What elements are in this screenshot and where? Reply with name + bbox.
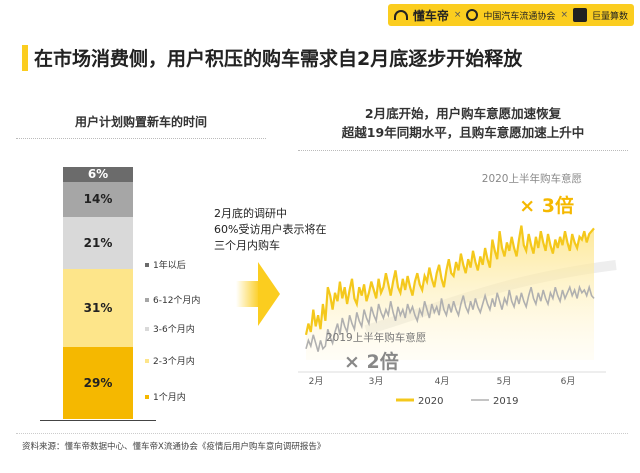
legend-label: 2020 [418,396,443,407]
legend-item: 2-3个月内 [145,354,195,367]
legend-label: 2019 [493,396,518,407]
dongchedi-logo-icon [393,10,408,20]
series-line-2019 [305,284,595,352]
series-line-2020 [304,225,595,336]
legend-label: 3-6个月内 [153,325,195,335]
x-tick-label: 6月 [561,376,576,387]
annotation-2019: 2019上半年购车意愿 [326,331,426,344]
arrow-body [236,281,260,307]
bar-baseline [40,420,156,421]
bar-segment: 29% [63,346,133,419]
x-tick-label: 4月 [435,376,450,387]
arrow-right-icon [258,262,280,326]
legend-item: 6-12个月内 [145,293,200,306]
legend-label: 6-12个月内 [153,296,201,306]
association-logo-icon [466,9,479,21]
stacked-bar: 29% 31% 21% 14% 6% [63,167,133,419]
divider [16,433,628,434]
legend-swatch [145,326,149,331]
footnote: 资料来源：懂车帝数据中心、懂车帝X流通协会《疫情后用户购车意向调研报告》 [22,442,326,452]
divider [16,138,266,139]
top-bar: 懂车帝 × 中国汽车流通协会 × 巨量算数 [0,0,640,30]
logo-dongchedi: 懂车帝 [412,8,449,23]
title-accent-bar [22,45,28,71]
multiplier-2019: × 2倍 [344,350,399,373]
logo-juliang: 巨量算数 [591,11,628,22]
partner-logos: 懂车帝 × 中国汽车流通协会 × 巨量算数 [387,4,634,26]
legend-swatch [145,358,149,363]
legend-item: 1个月内 [145,390,186,403]
legend-swatch [145,394,149,399]
divider [298,150,628,151]
right-chart-heading: 2月底开始，用户购车意愿加速恢复 超越19年同期水平，且购车意愿加速上升中 [341,106,585,140]
bar-segment: 14% [63,181,133,217]
page-title: 在市场消费侧，用户积压的购车需求自2月底逐步开始释放 [34,48,523,70]
legend-item: 1年以后 [145,258,186,271]
left-chart-heading: 用户计划购置新车的时间 [74,115,207,129]
area-2020 [306,225,594,360]
logo-association: 中国汽车流通协会 [483,11,556,22]
x-tick-label: 3月 [369,376,384,387]
multiplier-2020: × 3倍 [519,194,574,217]
juliang-logo-icon [572,8,587,22]
legend-swatch [145,262,149,267]
bar-segment: 21% [63,216,133,270]
legend-item: 3-6个月内 [145,322,195,335]
annotation-2020: 2020上半年购车意愿 [482,172,582,185]
legend-swatch [145,297,149,302]
legend-label: 2-3个月内 [153,357,195,367]
line-chart: 2月 3月 4月 5月 6月 2020上半年购车意愿 × 3倍 2019上半年购车意愿 × 2倍… [298,172,617,407]
legend-label: 1年以后 [153,261,186,271]
x-tick-label: 2月 [309,376,324,387]
bar-segment: 6% [63,167,133,182]
x-tick-label: 5月 [497,376,512,387]
survey-note: 2月底的调研中 60%受访用户表示将在 三个月内购车 [214,207,327,252]
bar-segment: 31% [63,269,133,347]
legend-label: 1个月内 [153,393,186,403]
